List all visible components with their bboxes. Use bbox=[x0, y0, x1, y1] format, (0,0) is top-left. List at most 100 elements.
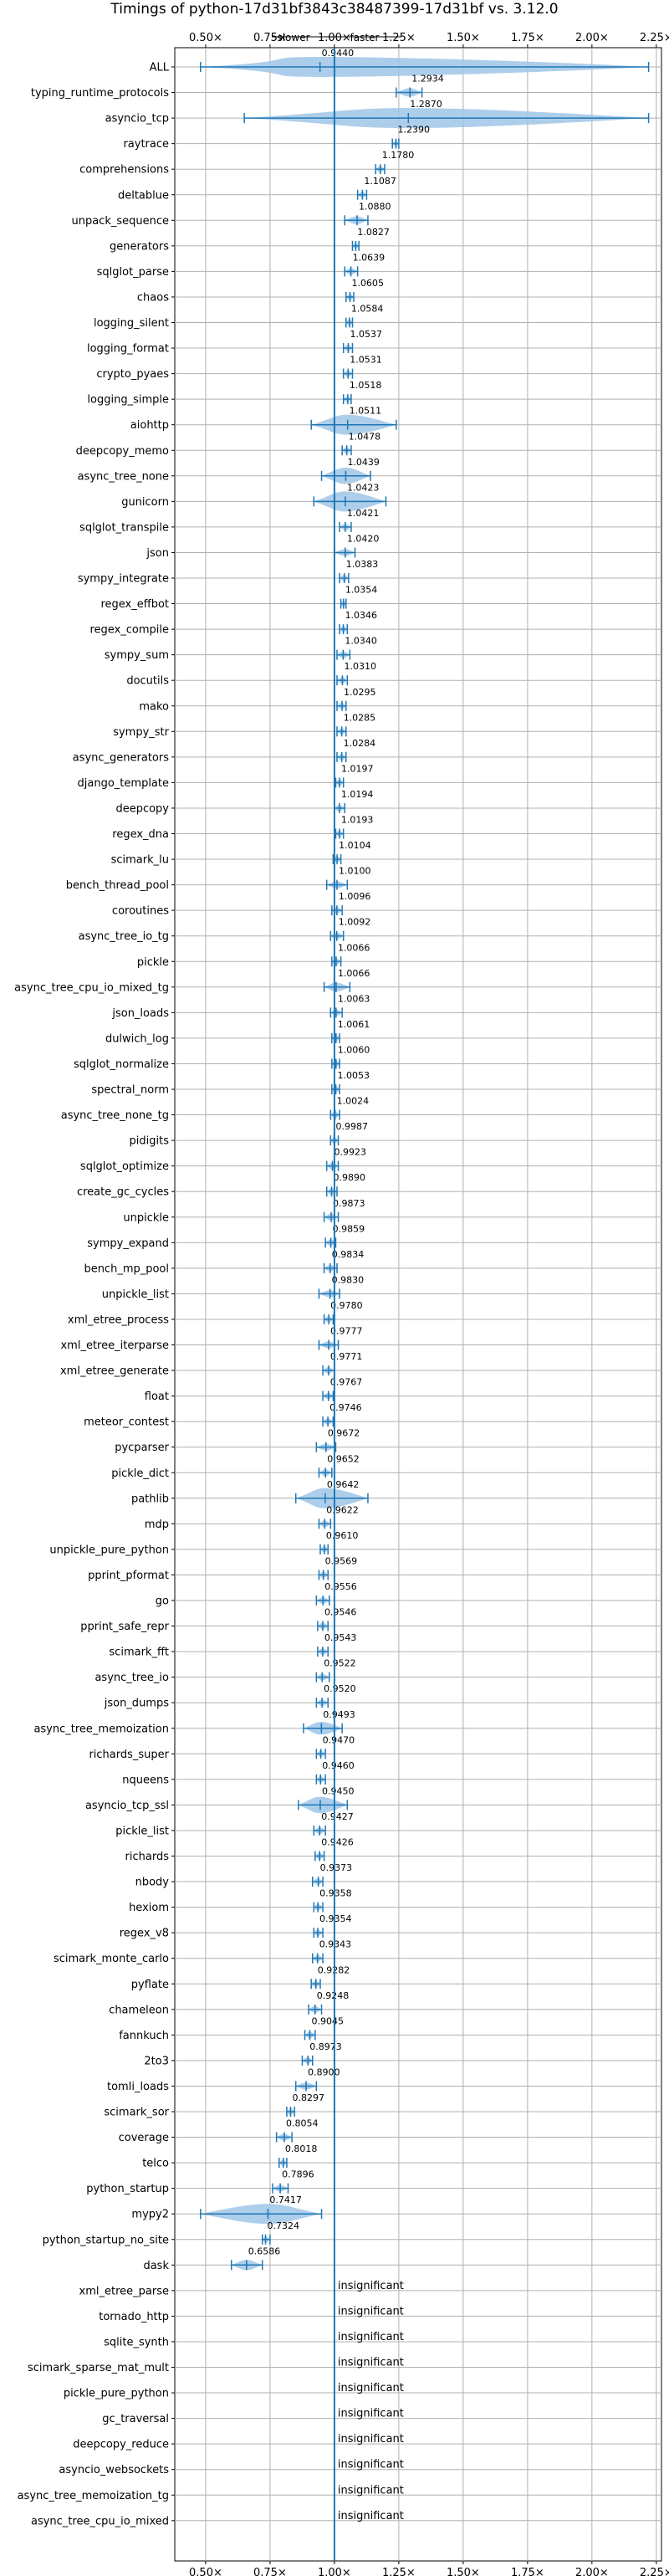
category-label: deepcopy_memo bbox=[76, 445, 169, 458]
category-label: pickle_dict bbox=[111, 1467, 169, 1480]
value-label-meteor_contest: 0.9746 bbox=[329, 1402, 362, 1413]
value-label-logging_format: 1.0537 bbox=[350, 329, 382, 340]
value-label-deepcopy: 1.0194 bbox=[341, 789, 374, 800]
insignificant-label: insignificant bbox=[338, 2305, 404, 2317]
value-label-async_tree_io: 0.9522 bbox=[324, 1658, 356, 1669]
category-label: mako bbox=[139, 700, 169, 713]
category-label: float bbox=[145, 1390, 169, 1403]
category-label: sympy_str bbox=[113, 726, 169, 739]
category-label: python_startup bbox=[86, 2183, 169, 2195]
value-label-ALL: 0.9440 bbox=[322, 48, 355, 59]
category-label: deepcopy_reduce bbox=[73, 2439, 169, 2451]
category-label: xml_etree_process bbox=[68, 1314, 169, 1326]
category-label: comprehensions bbox=[79, 164, 169, 177]
top-tick-label: 1.00× bbox=[318, 32, 351, 44]
category-label: regex_effbot bbox=[100, 598, 169, 611]
category-label: docutils bbox=[126, 675, 169, 688]
value-label-unpickle_pure_python: 0.9610 bbox=[326, 1530, 359, 1541]
category-label: richards_super bbox=[89, 1749, 169, 1761]
top-tick-label: 1.50× bbox=[447, 32, 480, 44]
bottom-tick-label: 1.50× bbox=[447, 2567, 480, 2576]
insignificant-label: insignificant bbox=[338, 2510, 404, 2522]
value-label-xml_etree_generate: 0.9771 bbox=[330, 1351, 363, 1362]
value-label-pprint_pformat: 0.9569 bbox=[325, 1555, 358, 1566]
value-label-deepcopy_memo: 1.0478 bbox=[349, 431, 381, 442]
category-label: fannkuch bbox=[119, 2030, 169, 2042]
category-label: crypto_pyaes bbox=[96, 368, 169, 381]
value-label-async_tree_none: 1.0439 bbox=[347, 457, 380, 468]
category-label: logging_silent bbox=[94, 317, 169, 330]
value-label-python_startup_no_site: 0.7324 bbox=[268, 2220, 300, 2231]
bottom-tick-label: 1.25× bbox=[382, 2567, 416, 2576]
category-label: coroutines bbox=[112, 905, 169, 918]
category-label: unpickle_pure_python bbox=[49, 1544, 169, 1556]
category-label: chaos bbox=[137, 291, 169, 304]
top-tick-label: 2.00× bbox=[575, 32, 609, 44]
category-label: pickle_pure_python bbox=[64, 2388, 169, 2400]
insignificant-label: insignificant bbox=[338, 2280, 404, 2292]
value-label-sympy_expand: 0.9859 bbox=[333, 1223, 365, 1234]
category-label: 2to3 bbox=[144, 2055, 169, 2067]
category-label: async_tree_io bbox=[94, 1672, 169, 1684]
category-label: async_tree_memoization_tg bbox=[18, 2490, 169, 2502]
value-label-richards: 0.9426 bbox=[321, 1837, 354, 1848]
category-label: pprint_pformat bbox=[88, 1570, 169, 1582]
category-label: hexiom bbox=[129, 1902, 169, 1914]
category-label: xml_etree_iterparse bbox=[60, 1339, 169, 1352]
value-label-coroutines: 1.0096 bbox=[339, 891, 371, 902]
value-label-xml_etree_process: 0.9780 bbox=[330, 1300, 363, 1311]
value-label-json_loads: 1.0063 bbox=[338, 993, 370, 1004]
value-label-async_generators: 1.0284 bbox=[344, 738, 376, 749]
value-label-coverage: 0.8054 bbox=[286, 2118, 319, 2129]
category-label: scimark_fft bbox=[109, 1646, 169, 1659]
value-label-mdp: 0.9622 bbox=[326, 1504, 359, 1515]
category-label: nqueens bbox=[122, 1774, 169, 1786]
value-label-sqlglot_transpile: 1.0421 bbox=[347, 508, 380, 519]
category-label: async_tree_memoization bbox=[33, 1723, 169, 1735]
value-label-hexiom: 0.9358 bbox=[319, 1888, 352, 1899]
value-label-xml_etree_iterparse: 0.9777 bbox=[330, 1326, 363, 1337]
value-label-scimark_fft: 0.9543 bbox=[324, 1632, 357, 1643]
value-label-asyncio_tcp_ssl: 0.9450 bbox=[322, 1785, 355, 1796]
category-label: scimark_monte_carlo bbox=[54, 1953, 169, 1965]
top-tick-label: 0.50× bbox=[189, 32, 222, 44]
category-label: pycparser bbox=[115, 1442, 169, 1454]
category-label: go bbox=[156, 1595, 169, 1608]
top-tick-label: 0.75× bbox=[253, 32, 287, 44]
category-labels: ALL typing_runtime_protocols asyncio_tcpra… bbox=[14, 62, 175, 2527]
top-tick-label: 2.25× bbox=[640, 32, 669, 44]
value-label-telco: 0.8018 bbox=[285, 2143, 318, 2154]
category-label: json_loads bbox=[111, 1007, 169, 1020]
category-label: dulwich_log bbox=[105, 1032, 169, 1045]
value-label-python_startup: 0.7896 bbox=[282, 2169, 314, 2180]
category-label: unpack_sequence bbox=[71, 215, 169, 228]
category-label: xml_etree_parse bbox=[79, 2285, 169, 2297]
insignificant-label: insignificant bbox=[338, 2382, 404, 2394]
category-label: meteor_contest bbox=[84, 1416, 169, 1429]
value-label-aiohttp: 1.0511 bbox=[350, 406, 382, 417]
category-label: ALL bbox=[150, 62, 170, 74]
top-tick-label: 1.75× bbox=[511, 32, 544, 44]
top-x-axis: 0.50× 0.75× 1.00× 1.25× 1.50× 1.75× 2.00× 2.25× bbox=[189, 32, 669, 48]
category-label: async_tree_cpu_io_mixed_tg bbox=[14, 981, 169, 994]
category-label: gunicorn bbox=[121, 496, 169, 509]
category-label: pickle_list bbox=[115, 1825, 169, 1837]
value-label-nqueens: 0.9460 bbox=[322, 1760, 355, 1771]
category-label: tomli_loads bbox=[107, 2081, 169, 2093]
value-label-scimark_lu: 1.0104 bbox=[339, 840, 371, 851]
value-label-asyncio_tcp: 1.2870 bbox=[410, 99, 442, 110]
category-label: django_template bbox=[78, 777, 169, 790]
category-label: dask bbox=[143, 2260, 169, 2272]
value-label-comprehensions: 1.1780 bbox=[382, 150, 415, 161]
value-label-async_tree_io_tg: 1.0092 bbox=[339, 917, 371, 928]
bottom-tick-label: 1.00× bbox=[318, 2567, 351, 2576]
value-label-sympy_integrate: 1.0383 bbox=[346, 559, 379, 570]
value-label-django_template: 1.0197 bbox=[341, 763, 374, 774]
insignificant-label: insignificant bbox=[338, 2357, 404, 2369]
value-label-sqlglot_parse: 1.0639 bbox=[353, 252, 386, 263]
category-label: logging_format bbox=[87, 343, 169, 356]
value-label-async_tree_cpu_io_mixed_tg: 1.0066 bbox=[338, 968, 370, 979]
category-label: scimark_sor bbox=[104, 2107, 169, 2119]
value-label-create_gc_cycles: 0.9890 bbox=[334, 1172, 366, 1183]
value-label-typing_runtime_protocols: 1.2934 bbox=[411, 74, 443, 85]
